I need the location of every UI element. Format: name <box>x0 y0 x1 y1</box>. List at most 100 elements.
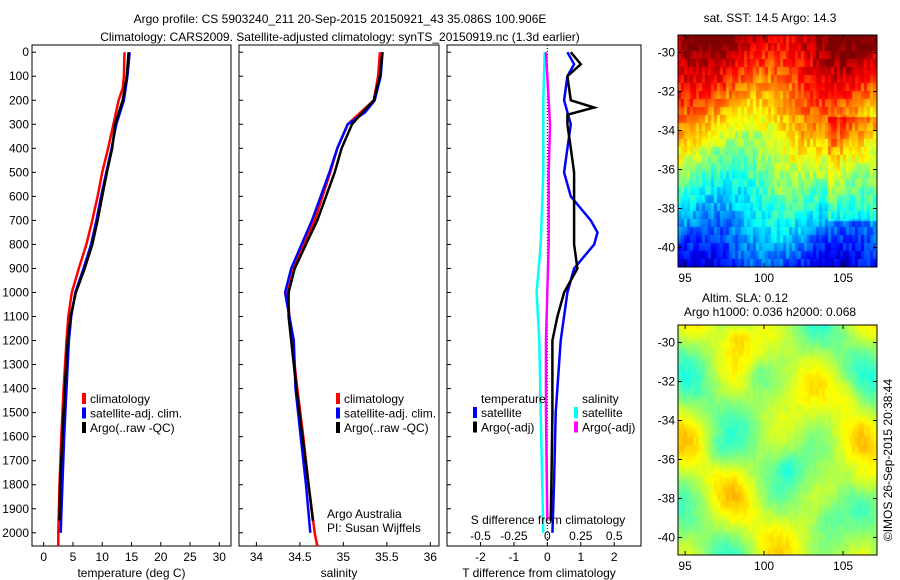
y-tick-label: -40 <box>658 241 676 255</box>
map-frame <box>677 324 878 556</box>
legend-swatch <box>473 407 477 418</box>
y-tick-label: 200 <box>9 93 29 107</box>
axes-frame <box>446 44 642 547</box>
x-tick-label: 15 <box>125 550 139 564</box>
x-axis-label: salinity <box>321 566 358 580</box>
y-tick-label: 300 <box>9 117 29 131</box>
y-tick-label: 1100 <box>3 310 29 324</box>
x-tick-label: 105 <box>833 559 853 573</box>
y-tick-label: -32 <box>658 375 676 389</box>
y-tick-label: 700 <box>9 213 29 227</box>
sla-map-image <box>678 325 877 555</box>
y-tick-label: 1800 <box>2 478 29 492</box>
legend-swatch <box>82 422 86 433</box>
sla-map-title: Altim. SLA: 0.12 <box>702 291 788 305</box>
annotation-line: Argo Australia <box>327 507 402 521</box>
legend-label: climatology <box>90 392 150 406</box>
x-tick-label: 1 <box>577 550 584 564</box>
x2-tick-label: -0.25 <box>500 529 528 543</box>
x-tick-label: 0 <box>40 550 47 564</box>
legend-label: Argo(-adj) <box>582 421 635 435</box>
x-tick-label: 2 <box>611 550 618 564</box>
x-tick-label: 95 <box>678 271 692 285</box>
legend-label: climatology <box>344 392 404 406</box>
series-line-t-argo-adj- <box>549 51 599 521</box>
y-tick-label: -38 <box>658 491 676 505</box>
series-line-satellite-adj-clim- <box>283 52 384 533</box>
x-tick-label: 25 <box>183 550 197 564</box>
legend-swatch <box>574 407 578 418</box>
x-axis-label: T difference from climatology <box>462 566 616 580</box>
y-tick-label: 1400 <box>2 382 29 396</box>
difference-profile: -2 -1 0 1 2 T difference from climatology -0.5… <box>446 44 642 580</box>
y-tick-label: 100 <box>9 69 29 83</box>
legend-swatch <box>82 407 86 419</box>
y-tick-label: 600 <box>9 189 29 203</box>
y-tick-label: 0 <box>22 45 29 59</box>
x-tick-label: 20 <box>154 550 168 564</box>
x-tick-label: -1 <box>509 550 520 564</box>
x-tick-label: 5 <box>70 550 77 564</box>
sla-map-axes: 95 100 105 -30 -32 -34 -36 -38 -40 Altim. SLA: 0.… <box>658 291 878 573</box>
legend-swatch <box>336 422 340 433</box>
series-line-argo-raw-qc- <box>58 52 130 521</box>
legend-label: satellite <box>481 406 522 420</box>
y-tick-label: -34 <box>658 124 676 138</box>
x-tick-label: 36 <box>424 550 438 564</box>
series-line-s-argo-adj- <box>544 52 552 521</box>
x2-tick-label: 0.25 <box>569 529 593 543</box>
temperature-profile: 0100200300400500600700800900100011001200… <box>2 44 232 580</box>
y-tick-label: -40 <box>658 530 676 544</box>
x-tick-label: 10 <box>96 550 110 564</box>
legend-swatch <box>336 407 340 419</box>
x2-tick-label: 0.5 <box>606 529 623 543</box>
map-frame <box>677 34 878 268</box>
y-tick-label: 1700 <box>2 454 29 468</box>
sst-map-title: sat. SST: 14.5 Argo: 14.3 <box>704 11 837 25</box>
series-line-s-satellite <box>535 52 546 533</box>
x-tick-label: 100 <box>754 271 774 285</box>
annotation-line: PI: Susan Wijffels <box>327 521 421 535</box>
x2-tick-label: 0 <box>544 529 551 543</box>
series-line-climatology <box>286 52 382 547</box>
sst-map-image <box>678 35 877 267</box>
x-tick-label: 95 <box>678 559 692 573</box>
legend-label: satellite <box>582 406 623 420</box>
legend-label: satellite-adj. clim. <box>344 407 436 421</box>
y-tick-label: 2000 <box>2 526 29 540</box>
sst-map-axes: 95 100 105 -30 -32 -34 -36 -38 -40 sat. SST: 14.5… <box>658 11 878 285</box>
y-tick-label: 1600 <box>2 430 29 444</box>
series-line-t-satellite <box>551 51 599 533</box>
y-tick-label: -34 <box>658 414 676 428</box>
x-tick-label: 35 <box>337 550 351 564</box>
y-tick-label: -38 <box>658 202 676 216</box>
y-tick-label: -36 <box>658 163 676 177</box>
title-line2: Climatology: CARS2009. Satellite-adjuste… <box>100 30 580 44</box>
x2-tick-label: -0.5 <box>470 529 491 543</box>
series-line-argo-raw-qc- <box>287 52 384 521</box>
legend-swatch <box>82 393 86 404</box>
legend-label: satellite-adj. clim. <box>90 407 182 421</box>
y-tick-label: -32 <box>658 85 676 99</box>
x-tick-label: 35.5 <box>375 550 399 564</box>
legend-swatch <box>473 421 477 433</box>
y-tick-label: 800 <box>9 237 29 251</box>
y-tick-label: -30 <box>658 46 676 60</box>
legend-swatch <box>336 393 340 404</box>
legend-swatch <box>574 421 578 433</box>
y-tick-label: 1000 <box>2 285 29 299</box>
x-axis-label: temperature (deg C) <box>77 566 185 580</box>
y-tick-label: 400 <box>9 141 29 155</box>
x-tick-label: 30 <box>213 550 227 564</box>
y-tick-label: 500 <box>9 165 29 179</box>
x-tick-label: 105 <box>833 271 853 285</box>
legend-label: Argo(-adj) <box>481 421 534 435</box>
legend-title: salinity <box>582 392 619 406</box>
x2-axis-label: S difference from climatology <box>471 513 626 527</box>
y-tick-label: -36 <box>658 452 676 466</box>
axes-frame <box>238 44 440 547</box>
legend-label: Argo(..raw -QC) <box>90 421 175 435</box>
y-tick-label: -30 <box>658 336 676 350</box>
y-tick-label: 1900 <box>2 502 29 516</box>
